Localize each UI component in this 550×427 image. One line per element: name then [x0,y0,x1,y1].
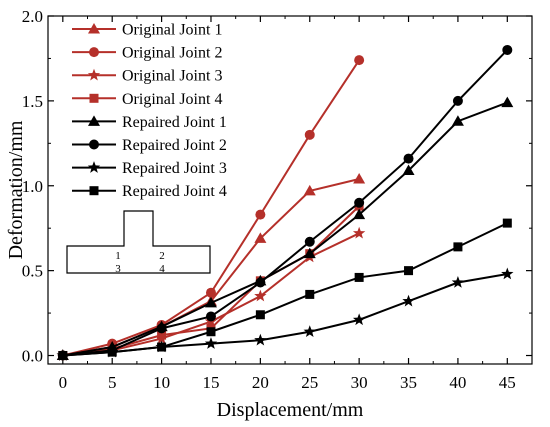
x-tick-label: 25 [301,373,318,392]
data-point [402,294,415,307]
data-point [501,267,514,280]
inset-label-3: 3 [115,263,121,275]
legend-label: Repaired Joint 1 [122,114,227,131]
data-point [254,289,267,302]
legend-item: Repaired Joint 3 [72,160,227,177]
data-point [352,226,366,239]
legend-label: Original Joint 2 [122,45,222,62]
data-point [157,342,167,352]
legend-marker [87,68,101,81]
plot-frame [47,15,533,365]
legend-label: Original Joint 4 [122,91,222,108]
data-point [303,184,316,196]
legend-item: Repaired Joint 2 [72,137,227,154]
data-point [204,337,218,349]
x-tick-label: 20 [252,373,269,392]
data-point [451,276,465,288]
data-point [354,272,364,282]
legend-marker [89,139,99,150]
legend-label: Repaired Joint 4 [122,183,227,200]
data-point [353,172,366,184]
data-point [403,153,414,164]
data-point [58,351,68,361]
legend-marker [88,23,100,34]
y-tick-label: 2.0 [22,7,43,26]
legend-item: Original Joint 2 [72,45,222,62]
data-point [304,129,315,140]
data-point [304,236,315,247]
data-point [354,197,365,208]
legend: Original Joint 1 Original Joint 2 Original… [72,22,227,200]
axes-layer: 0 5 10 15 20 25 30 35 40 45 0.0 0.5 1.0 1.5 2.0 [22,7,533,392]
data-point [255,277,266,288]
inset-label-1: 1 [115,250,121,262]
series-layer [56,44,514,361]
legend-item: Original Joint 4 [72,91,222,108]
legend-item: Original Joint 3 [72,68,222,85]
data-point [502,218,512,228]
data-point [205,311,216,322]
y-tick-label: 1.5 [22,92,43,111]
data-point [157,330,167,340]
data-point [453,242,463,252]
data-point [305,289,315,299]
data-point [404,266,414,276]
data-point [501,96,514,108]
x-tick-label: 15 [202,373,219,392]
data-point [303,325,316,337]
legend-item: Original Joint 1 [72,22,222,39]
data-point [255,209,266,220]
data-point [502,44,513,55]
legend-label: Repaired Joint 2 [122,137,227,154]
series-line [62,49,509,357]
data-point [352,313,366,326]
data-point [206,327,216,337]
x-tick-label: 40 [449,373,466,392]
legend-label: Original Joint 3 [122,68,222,85]
y-tick-label: 0.0 [22,347,43,366]
inset-label-4: 4 [159,263,165,275]
data-point [451,115,464,126]
data-point [402,164,415,175]
data-point [204,296,217,308]
legend-label: Original Joint 1 [122,22,222,39]
x-tick-label: 0 [59,373,68,392]
y-tick-label: 1.0 [22,177,43,196]
joint-inset-diagram: 1 2 3 4 [66,210,211,275]
inset-label-2: 2 [159,250,165,262]
legend-marker [87,161,101,173]
series-4 [58,201,364,361]
data-point [254,232,267,243]
legend-marker [89,186,99,196]
legend-item: Repaired Joint 4 [72,183,227,200]
joint-outline [66,210,211,274]
x-tick-label: 45 [499,373,516,392]
series-line [62,101,508,357]
data-point [205,287,216,298]
x-tick-label: 10 [153,373,170,392]
x-tick-label: 35 [400,373,417,392]
data-point [255,310,265,320]
legend-marker [89,93,99,103]
x-tick-label: 5 [108,373,117,392]
data-point [156,323,167,334]
legend-marker [89,47,99,58]
y-axis-label: Deformation/mm [5,120,27,259]
data-point [107,347,117,357]
data-point [452,95,463,106]
legend-marker [88,115,100,126]
legend-label: Repaired Joint 3 [122,160,227,177]
data-point [354,55,365,66]
data-point [353,208,366,220]
x-axis-label: Displacement/mm [217,399,364,421]
data-point [303,247,316,259]
series-line [62,222,508,357]
x-tick-label: 30 [351,373,368,392]
data-point [254,333,267,346]
legend-item: Repaired Joint 1 [72,114,227,131]
series-8 [58,218,512,361]
y-tick-label: 0.5 [22,262,43,281]
